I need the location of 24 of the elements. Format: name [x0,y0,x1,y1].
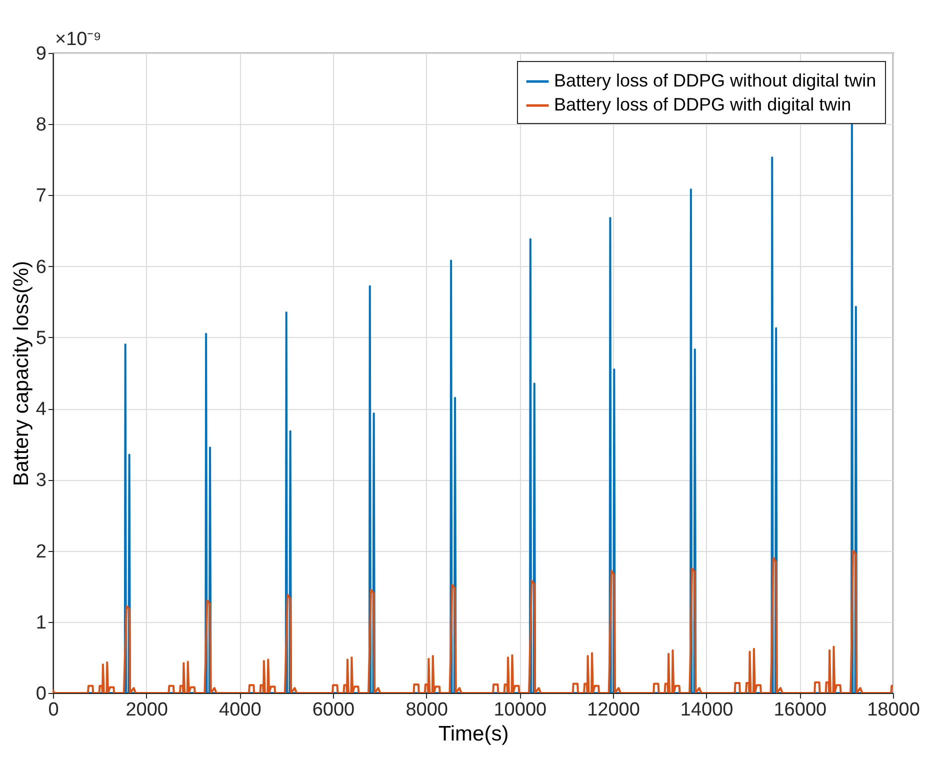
legend-label: Battery loss of DDPG with digital twin [554,94,852,114]
x-tick-label: 2000 [126,700,168,720]
x-tick-label: 4000 [219,700,262,720]
x-tick-label: 16000 [774,700,827,720]
x-axis-title: Time(s) [438,722,509,746]
y-tick-label: 9 [36,44,46,64]
y-tick-label: 0 [36,684,46,704]
y-tick-label: 1 [36,612,46,634]
x-tick-label: 6000 [312,700,355,720]
y-tick-label: 8 [36,114,46,136]
y-tick-label: 7 [36,186,46,207]
y-tick-label: 3 [36,470,46,492]
legend-label: Battery loss of DDPG without digital twin [554,70,876,90]
x-tick-label: 8000 [406,700,448,720]
y-tick-label: 6 [36,256,46,278]
x-tick-label: 12000 [587,700,640,720]
text: ×10⁻⁹ [55,29,102,50]
y-tick-label: 4 [36,399,47,420]
x-tick-label: 10000 [494,700,547,720]
x-tick-label: 18000 [867,700,920,720]
y-tick-label: 2 [36,541,46,562]
x-tick-label: 14000 [680,700,734,720]
y-tick-label: 5 [36,328,46,349]
y-axis-title: Battery capacity loss(%) [10,260,33,486]
